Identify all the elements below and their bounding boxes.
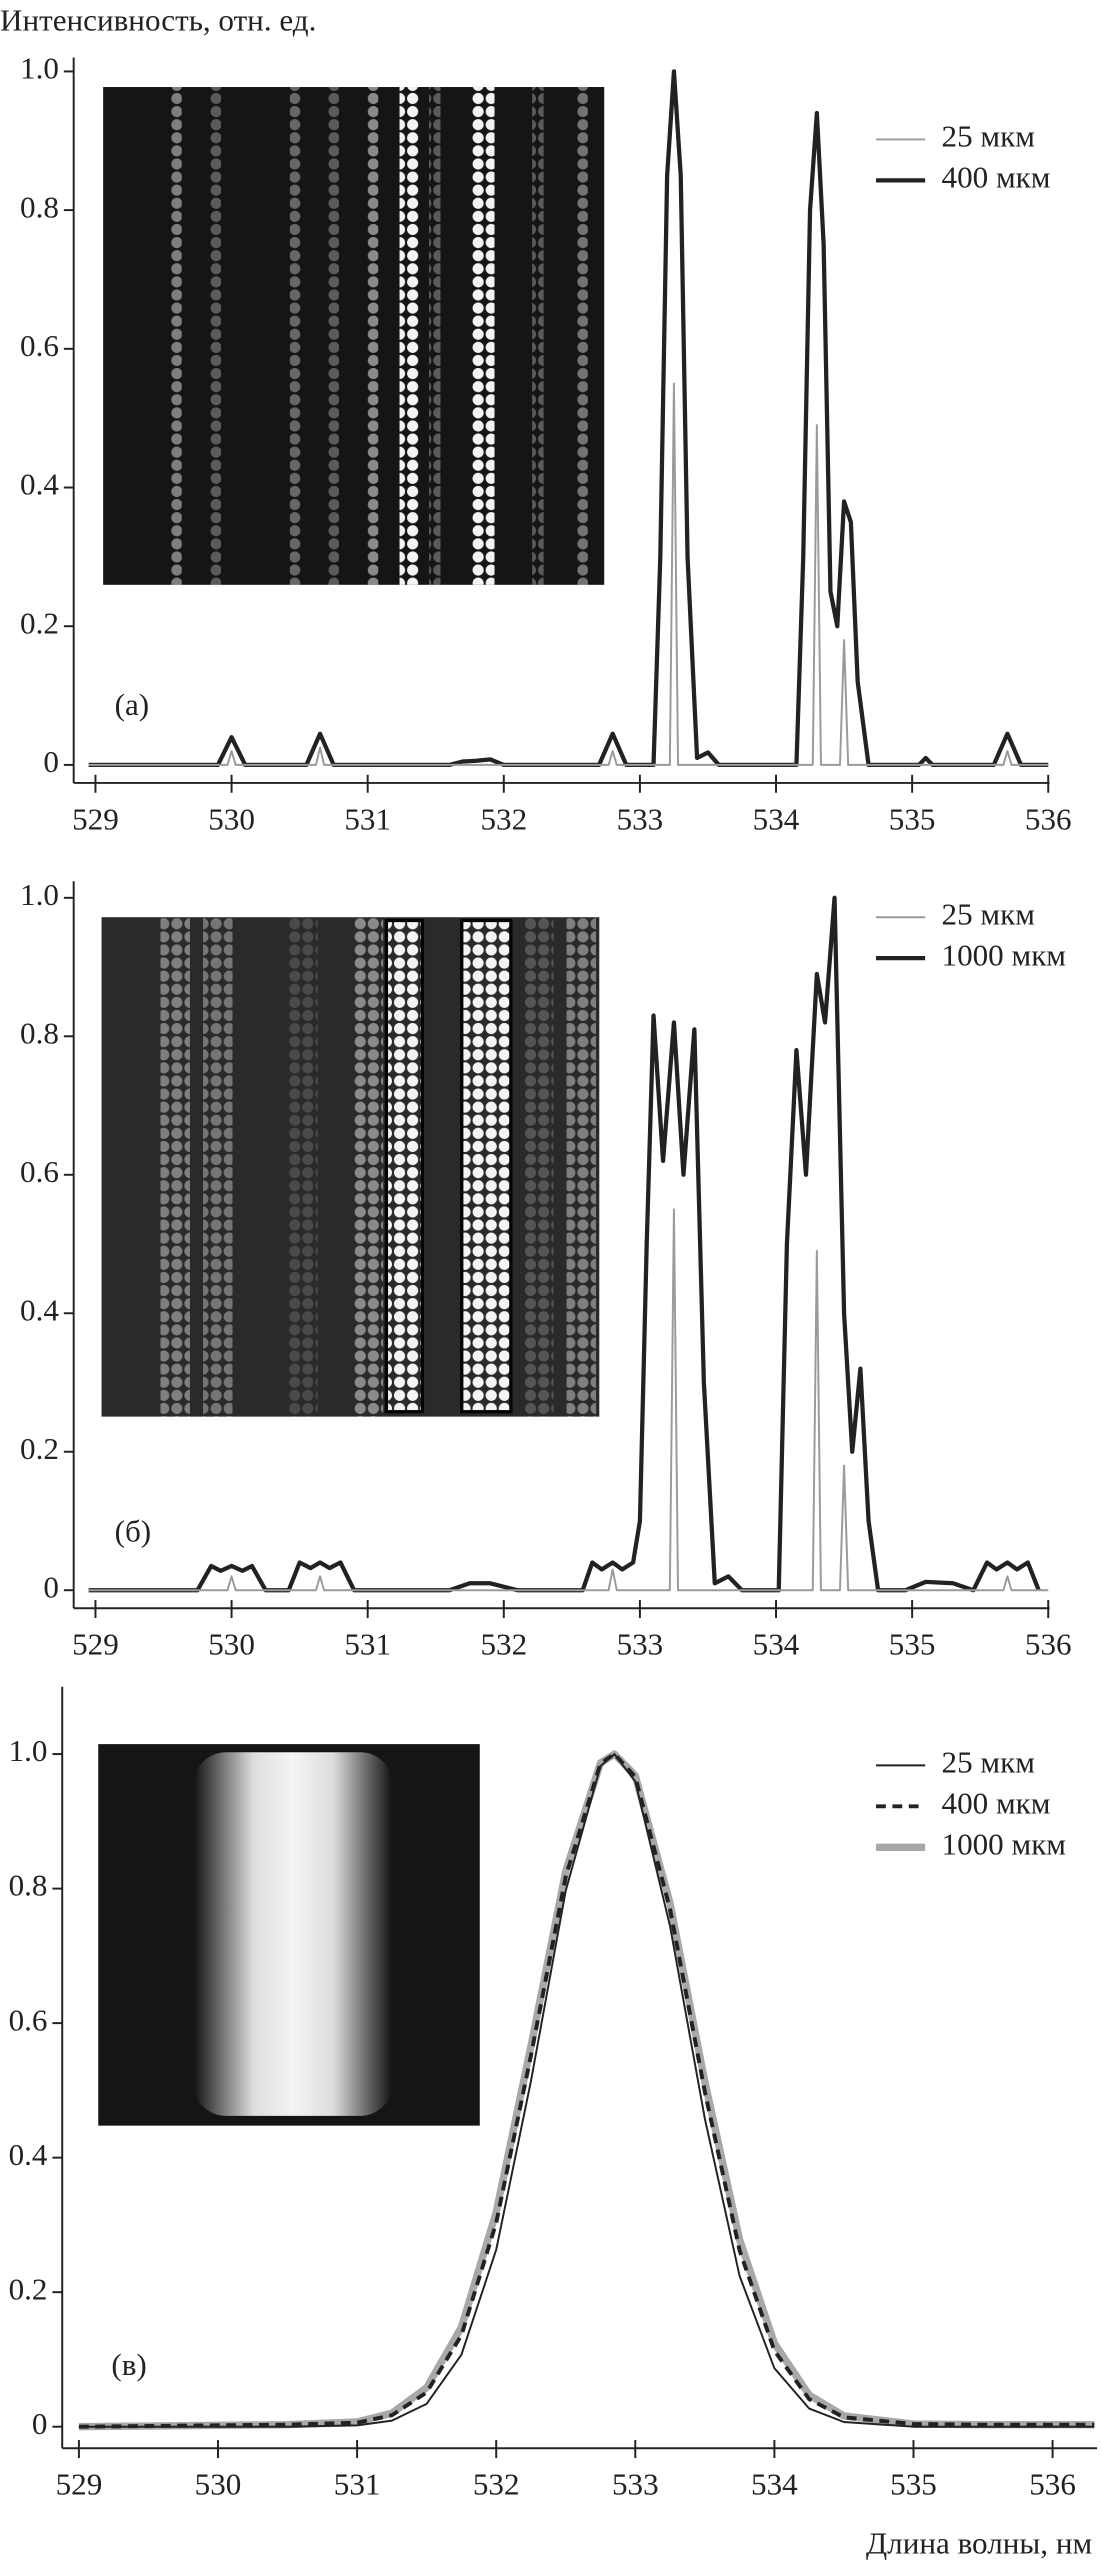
x-tick-label: 530 bbox=[208, 1627, 255, 1662]
y-axis-label: Интенсивность, отн. ед. bbox=[0, 2, 316, 37]
legend-label: 1000 мкм bbox=[942, 1826, 1066, 1861]
x-tick-label: 531 bbox=[344, 801, 391, 836]
x-tick-label: 530 bbox=[208, 801, 255, 836]
y-tick-label: 0.2 bbox=[20, 1431, 59, 1466]
y-tick-label: 0.4 bbox=[20, 1292, 59, 1327]
x-tick-label: 535 bbox=[889, 801, 936, 836]
x-tick-label: 536 bbox=[1025, 801, 1072, 836]
x-tick-label: 532 bbox=[473, 2467, 520, 2502]
legend-label: 25 мкм bbox=[942, 119, 1035, 154]
x-tick-label: 530 bbox=[195, 2467, 242, 2502]
data-line bbox=[88, 382, 1049, 766]
y-tick-label: 0.8 bbox=[9, 1868, 48, 1903]
x-tick-label: 531 bbox=[334, 2467, 381, 2502]
data-line bbox=[78, 1753, 1095, 2428]
y-tick-label: 0.6 bbox=[20, 328, 59, 363]
legend-label: 400 мкм bbox=[942, 1785, 1051, 1820]
x-tick-label: 534 bbox=[751, 2467, 798, 2502]
data-line bbox=[78, 1752, 1095, 2429]
inset-image-c bbox=[98, 1744, 480, 2126]
x-tick-label: 535 bbox=[890, 2467, 937, 2502]
x-tick-label: 534 bbox=[753, 801, 800, 836]
x-tick-label: 529 bbox=[72, 801, 119, 836]
y-tick-label: 0.2 bbox=[20, 605, 59, 640]
x-tick-label: 534 bbox=[753, 1627, 800, 1662]
legend-label: 400 мкм bbox=[942, 160, 1051, 195]
x-tick-label: 533 bbox=[617, 801, 664, 836]
legend-label: 1000 мкм bbox=[942, 937, 1066, 972]
y-tick-label: 0.6 bbox=[20, 1154, 59, 1189]
x-tick-label: 529 bbox=[56, 2467, 103, 2502]
y-tick-label: 0 bbox=[43, 1569, 59, 1604]
x-tick-label: 536 bbox=[1029, 2467, 1076, 2502]
y-tick-label: 1.0 bbox=[9, 1733, 48, 1768]
x-tick-label: 529 bbox=[72, 1627, 119, 1662]
y-tick-label: 0.4 bbox=[20, 467, 59, 502]
y-tick-label: 1.0 bbox=[20, 51, 59, 86]
legend-label: 25 мкм bbox=[942, 896, 1035, 931]
panel-label: (a) bbox=[115, 687, 150, 722]
y-tick-label: 0 bbox=[32, 2406, 48, 2441]
panel-label: (б) bbox=[115, 1514, 152, 1549]
inset-image-b bbox=[101, 917, 600, 1417]
x-tick-label: 532 bbox=[480, 1627, 527, 1662]
y-tick-label: 0.6 bbox=[9, 2002, 48, 2037]
legend-label: 25 мкм bbox=[942, 1745, 1035, 1780]
y-tick-label: 1.0 bbox=[20, 877, 59, 912]
x-tick-label: 536 bbox=[1025, 1627, 1072, 1662]
x-tick-label: 532 bbox=[480, 801, 527, 836]
x-tick-label: 533 bbox=[612, 2467, 659, 2502]
y-tick-label: 0.2 bbox=[9, 2271, 48, 2306]
x-tick-label: 533 bbox=[617, 1627, 664, 1662]
y-tick-label: 0 bbox=[43, 744, 59, 779]
y-tick-label: 0.8 bbox=[20, 1015, 59, 1050]
y-tick-label: 0.8 bbox=[20, 189, 59, 224]
data-line bbox=[88, 1208, 1049, 1592]
x-axis-label: Длина волны, нм bbox=[866, 2526, 1092, 2561]
y-tick-label: 0.4 bbox=[9, 2137, 48, 2172]
x-tick-label: 535 bbox=[889, 1627, 936, 1662]
x-tick-label: 531 bbox=[344, 1627, 391, 1662]
panel-label: (в) bbox=[111, 2347, 146, 2382]
inset-image-a bbox=[103, 87, 605, 585]
